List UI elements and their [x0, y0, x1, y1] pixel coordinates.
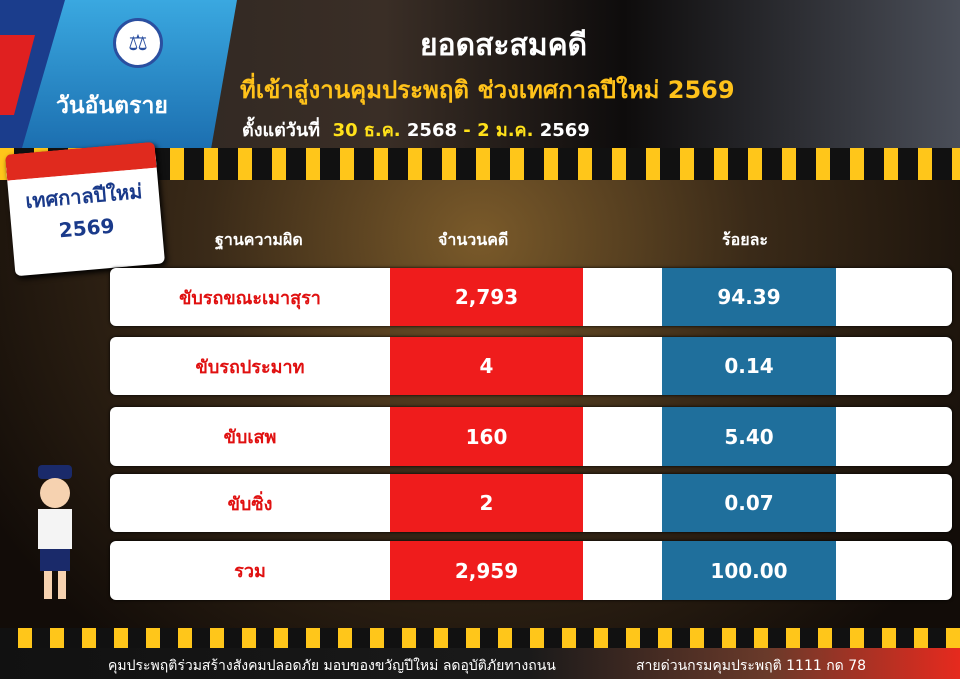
table-row: ขับเสพ 160 5.40 [110, 407, 952, 466]
table-row: ขับรถประมาท 4 0.14 [110, 337, 952, 395]
percent-value: 0.07 [662, 474, 836, 532]
footer-slogan: คุมประพฤติร่วมสร้างสังคมปลอดภัย มอบของขว… [108, 658, 556, 674]
case-count: 2 [390, 474, 583, 532]
brand-text: วันอันตราย [56, 93, 168, 119]
table-row-total: รวม 2,959 100.00 [110, 541, 952, 600]
case-count: 4 [390, 337, 583, 395]
department-logo: ⚖ [113, 18, 163, 68]
percent-value: 94.39 [662, 268, 836, 326]
date-range: ตั้งแต่วันที่ 30 ธ.ค. 2568 - 2 ม.ค. 2569 [242, 115, 590, 144]
chevron-stripe-bottom [0, 628, 960, 648]
footer: คุมประพฤติร่วมสร้างสังคมปลอดภัย มอบของขว… [0, 648, 960, 679]
officer-mascot-icon [38, 465, 72, 599]
date-start: 30 ธ.ค. [332, 120, 401, 141]
percent-value: 0.14 [662, 337, 836, 395]
offense-label: ขับรถประมาท [195, 356, 305, 378]
calendar-badge: เทศกาลปีใหม่ 2569 [4, 141, 166, 277]
offense-label: ขับซิ่ง [227, 493, 273, 515]
offense-label: รวม [234, 561, 266, 582]
chevron-stripe-top [0, 148, 960, 180]
page-subtitle: ที่เข้าสู่งานคุมประพฤติ ช่วงเทศกาลปีใหม่… [240, 76, 735, 104]
table-row: ขับรถขณะเมาสุรา 2,793 94.39 [110, 268, 952, 326]
table-row: ขับซิ่ง 2 0.07 [110, 474, 952, 532]
percent-value: 100.00 [662, 541, 836, 600]
column-header-percent: ร้อยละ [722, 230, 768, 249]
date-end: 2 ม.ค. [477, 120, 534, 141]
case-count: 2,959 [390, 541, 583, 600]
date-end-year: 2569 [539, 120, 590, 141]
case-count: 2,793 [390, 268, 583, 326]
offense-label: ขับรถขณะเมาสุรา [179, 287, 321, 309]
column-header-cases: จำนวนคดี [438, 230, 509, 249]
case-count: 160 [390, 407, 583, 466]
date-start-year: 2568 [406, 120, 458, 141]
offense-label: ขับเสพ [223, 427, 277, 448]
footer-hotline: สายด่วนกรมคุมประพฤติ 1111 กด 78 [636, 658, 867, 674]
percent-value: 5.40 [662, 407, 836, 466]
column-header-offense: ฐานความผิด [215, 230, 303, 249]
date-sep: - [463, 120, 471, 141]
date-prefix: ตั้งแต่วันที่ [242, 120, 321, 141]
page-title: ยอดสะสมคดี [420, 28, 588, 63]
